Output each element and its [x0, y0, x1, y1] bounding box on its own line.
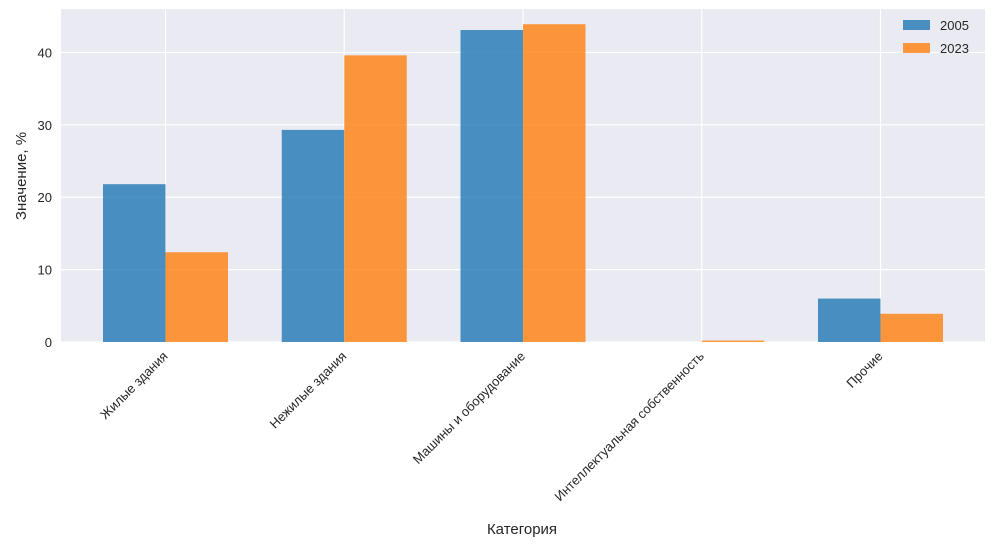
bar-2005-3 [460, 29, 523, 343]
x-axis-title: Категория [487, 521, 557, 538]
x-tick-label: Машины и оборудование [410, 349, 528, 467]
legend-label-2005: 2005 [940, 18, 969, 33]
bar-2005-5 [818, 298, 881, 342]
bar-2023-1 [165, 252, 228, 342]
x-tick-label: Жилые здания [97, 349, 171, 423]
legend-swatch-2005 [903, 20, 930, 30]
legend-swatch-2023 [903, 43, 930, 53]
x-tick-label: Интеллектуальная собственность [551, 348, 707, 504]
bar-2023-2 [344, 55, 407, 342]
y-axis-title: Значение, % [13, 132, 30, 220]
bar-2023-3 [523, 24, 586, 342]
legend-label-2023: 2023 [940, 41, 969, 56]
y-tick-label: 0 [45, 335, 52, 350]
legend: 2005 2023 [903, 18, 969, 56]
x-axis: Жилые здания Нежилые здания Машины и обору… [97, 348, 886, 504]
x-tick-label: Нежилые здания [267, 349, 350, 432]
bar-2005-2 [281, 129, 345, 342]
y-axis: 0 10 20 30 40 [38, 45, 52, 350]
y-tick-label: 20 [38, 190, 52, 205]
bar-2023-4 [701, 340, 765, 342]
y-tick-label: 10 [38, 263, 52, 278]
bar-2023-5 [880, 313, 943, 342]
y-tick-label: 40 [38, 45, 52, 60]
bars [103, 24, 943, 343]
x-tick-label: Прочие [843, 349, 885, 391]
bar-2005-1 [103, 184, 166, 342]
y-tick-label: 30 [38, 118, 52, 133]
